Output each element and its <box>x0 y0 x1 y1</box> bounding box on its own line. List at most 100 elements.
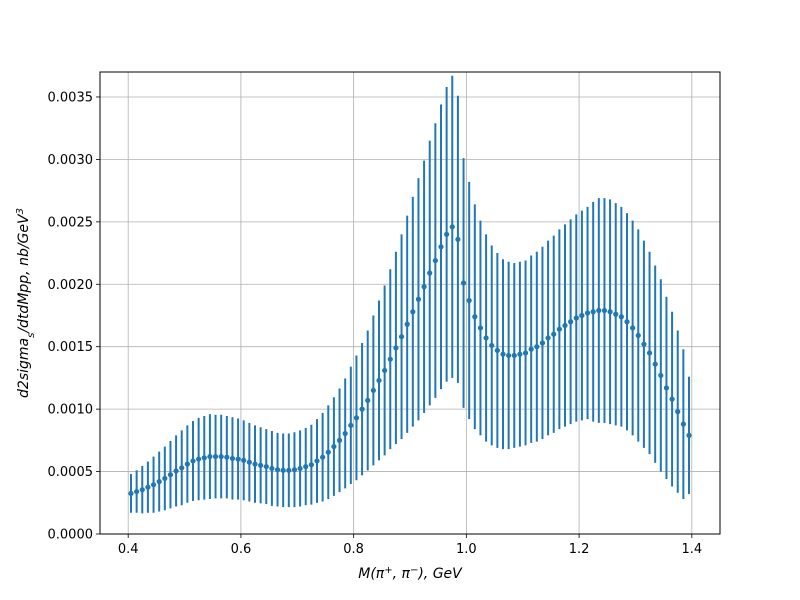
data-point <box>562 322 568 329</box>
x-tick-label: 1.2 <box>569 542 590 557</box>
data-point <box>241 457 247 463</box>
data-point <box>342 430 348 437</box>
data-point <box>190 458 196 464</box>
data-point <box>573 315 579 321</box>
y-axis-label: d2sigmas/dtdMpp, nb/GeV3 <box>15 208 37 398</box>
data-point <box>162 475 168 482</box>
data-point <box>483 335 489 341</box>
data-point <box>134 488 140 495</box>
data-point <box>291 467 298 473</box>
data-point <box>404 321 410 327</box>
data-point <box>382 367 388 374</box>
data-point <box>579 312 585 319</box>
data-point <box>376 377 382 384</box>
data-point <box>150 482 157 488</box>
data-point <box>224 454 230 460</box>
data-point <box>658 372 664 379</box>
axis-label-part: − <box>410 565 418 576</box>
data-point <box>173 468 179 474</box>
data-point <box>545 335 551 341</box>
data-point <box>477 325 484 331</box>
data-point <box>314 458 320 464</box>
y-tick-label: 0.0035 <box>48 90 94 105</box>
x-tick-label: 1.0 <box>456 542 477 557</box>
data-point <box>235 456 241 462</box>
axis-label-part: 3 <box>15 208 26 214</box>
data-point <box>607 309 613 315</box>
grid <box>100 72 720 535</box>
data-point <box>646 350 653 356</box>
data-point <box>596 307 602 314</box>
data-series <box>128 75 692 514</box>
data-point <box>201 455 207 461</box>
axis-label-part: /dtdMpp, nb/GeV <box>16 213 32 335</box>
data-point <box>613 311 619 317</box>
data-point <box>398 334 405 340</box>
data-point <box>528 346 534 352</box>
data-point <box>128 490 134 497</box>
data-point <box>539 340 546 346</box>
data-point <box>274 467 281 473</box>
data-point <box>167 472 174 478</box>
data-point <box>370 387 376 394</box>
data-point <box>618 314 624 320</box>
data-point <box>303 463 309 470</box>
data-point <box>218 453 224 460</box>
data-point <box>506 352 512 359</box>
data-point <box>584 310 591 316</box>
data-point <box>308 462 314 468</box>
data-point <box>635 332 641 339</box>
data-point <box>331 443 337 450</box>
x-tick-label: 0.4 <box>118 542 139 557</box>
data-point <box>348 422 354 428</box>
y-tick-label: 0.0000 <box>48 528 94 543</box>
data-point <box>365 397 371 403</box>
axis-label-part: , π <box>393 566 411 582</box>
x-tick-label: 0.6 <box>231 542 252 557</box>
data-point <box>675 409 681 415</box>
data-point <box>139 487 145 493</box>
data-point <box>551 331 557 337</box>
data-point <box>630 325 636 331</box>
y-tick-label: 0.0020 <box>48 278 94 293</box>
data-point <box>179 465 185 471</box>
y-tick-label: 0.0030 <box>48 153 94 168</box>
data-point <box>145 484 151 490</box>
data-point <box>669 396 675 402</box>
data-point <box>517 351 523 357</box>
data-point <box>263 463 269 470</box>
data-point <box>686 432 692 438</box>
x-axis-label: M(π+, π−), GeV <box>358 565 463 583</box>
data-point <box>680 421 686 427</box>
data-point <box>246 459 252 465</box>
x-tick-label: 1.4 <box>681 542 702 557</box>
y-tick-label: 0.0010 <box>48 403 94 418</box>
data-point <box>494 347 500 354</box>
data-point <box>534 344 540 350</box>
data-point <box>438 244 444 250</box>
data-point <box>387 356 393 362</box>
data-point <box>663 385 670 391</box>
data-point <box>196 456 202 462</box>
axis-label-part: d2sigma <box>16 338 32 398</box>
data-point <box>601 307 608 314</box>
data-point <box>568 319 574 325</box>
data-point <box>522 350 529 356</box>
data-point <box>207 453 213 460</box>
data-point <box>556 326 562 332</box>
data-point <box>212 453 219 460</box>
data-point <box>460 280 467 286</box>
axis-label-part: M(π <box>358 566 385 582</box>
data-point <box>427 270 433 276</box>
data-point <box>472 314 478 320</box>
data-point <box>320 454 326 460</box>
data-point <box>444 231 450 237</box>
data-point <box>280 467 286 473</box>
data-point <box>449 224 455 230</box>
data-point <box>590 309 596 315</box>
data-point <box>624 319 630 325</box>
data-point <box>297 465 303 472</box>
axis-label-part: ), GeV <box>417 566 463 582</box>
data-point <box>511 352 517 359</box>
data-point <box>359 406 365 412</box>
